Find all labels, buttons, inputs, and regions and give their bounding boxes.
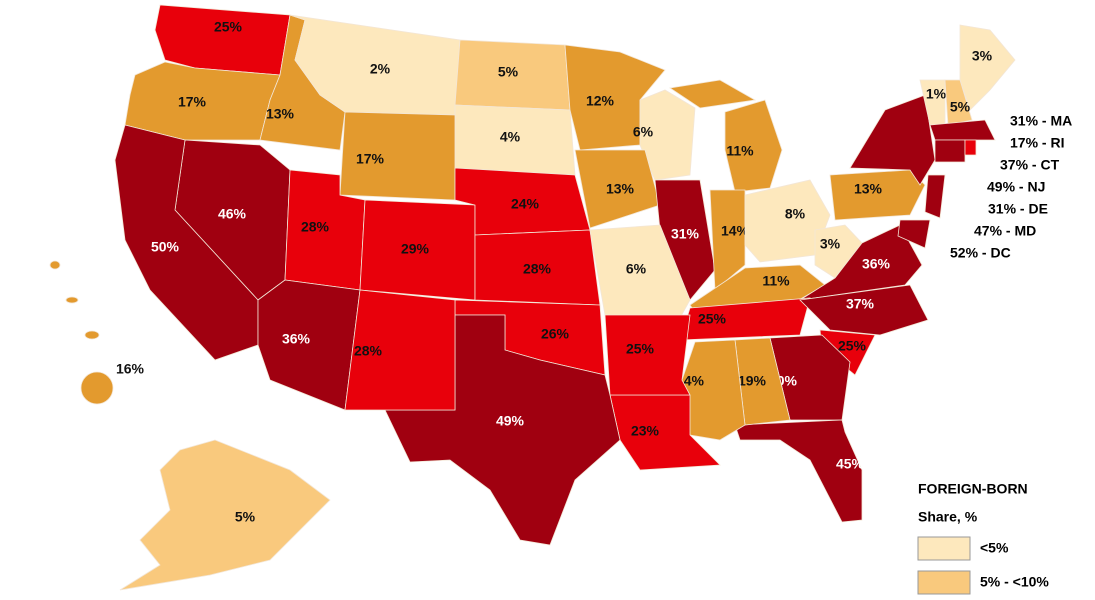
legend-swatch xyxy=(917,570,971,595)
region-label: 36% xyxy=(862,256,891,272)
region-label: 28% xyxy=(301,219,330,235)
region xyxy=(589,224,691,319)
region-label: 31% xyxy=(671,226,700,242)
callout-label: 17% - RI xyxy=(1010,135,1064,151)
region-label: 2% xyxy=(370,61,391,77)
region-label: 23% xyxy=(631,423,660,439)
region-label: 24% xyxy=(511,196,540,212)
region xyxy=(944,79,973,126)
region xyxy=(80,371,114,405)
region-label: 12% xyxy=(586,93,615,109)
callout-label: 52% - DC xyxy=(950,245,1011,261)
region xyxy=(829,169,926,221)
region-label: 46% xyxy=(218,206,247,222)
region xyxy=(724,99,783,193)
region xyxy=(681,339,746,441)
region-label: 5% xyxy=(950,99,971,115)
region-label: 3% xyxy=(820,236,841,252)
region xyxy=(897,219,931,249)
callout-label: 31% - DE xyxy=(988,201,1048,217)
region-label: 19% xyxy=(738,373,767,389)
region xyxy=(799,284,929,336)
region-label: 29% xyxy=(401,241,430,257)
region xyxy=(639,89,696,181)
region xyxy=(65,296,79,304)
region-label: 25% xyxy=(214,19,243,35)
region-label: 5% xyxy=(498,64,519,80)
region-label: 25% xyxy=(626,341,655,357)
region xyxy=(84,330,100,340)
region-label: 26% xyxy=(541,326,570,342)
region xyxy=(929,119,996,141)
region-label: 6% xyxy=(633,124,654,140)
region-label: 28% xyxy=(523,261,552,277)
region-label: 37% xyxy=(846,296,875,312)
legend-subtitle: Share, % xyxy=(918,509,978,525)
region-label: 45% xyxy=(836,456,865,472)
region-label: 50% xyxy=(151,239,180,255)
region xyxy=(604,314,691,396)
region xyxy=(654,179,716,301)
region-label: 13% xyxy=(266,106,295,122)
region-label: 16% xyxy=(116,361,145,377)
region-label: 6% xyxy=(626,261,647,277)
region-label: 5% xyxy=(235,509,256,525)
region-label: 13% xyxy=(606,181,635,197)
callout-label: 47% - MD xyxy=(974,223,1036,239)
region xyxy=(964,139,977,156)
region xyxy=(344,289,456,411)
callout-label: 49% - NJ xyxy=(987,179,1045,195)
region xyxy=(934,139,966,163)
region-label: 8% xyxy=(785,206,806,222)
region-label: 25% xyxy=(698,311,727,327)
region-label: 49% xyxy=(496,413,525,429)
region xyxy=(924,174,946,219)
region xyxy=(384,314,621,546)
legend-title: FOREIGN-BORN xyxy=(918,481,1028,497)
region-label: 17% xyxy=(178,94,207,110)
region xyxy=(959,24,1016,111)
region-label: 28% xyxy=(354,343,383,359)
legend-label: 5% - <10% xyxy=(980,574,1049,590)
legend-label: <5% xyxy=(980,540,1009,556)
region-label: 36% xyxy=(282,331,311,347)
region-label: 14% xyxy=(721,223,750,239)
region-label: 25% xyxy=(838,338,867,354)
callout-label: 31% - MA xyxy=(1010,113,1072,129)
region xyxy=(49,260,61,270)
region-label: 13% xyxy=(854,181,883,197)
region-label: 17% xyxy=(356,151,385,167)
region-label: 11% xyxy=(726,143,754,159)
region xyxy=(668,79,757,109)
region xyxy=(119,439,331,591)
region-label: 3% xyxy=(972,48,993,64)
region xyxy=(114,124,259,361)
legend-swatch xyxy=(917,536,971,561)
callout-label: 37% - CT xyxy=(1000,157,1060,173)
region xyxy=(709,189,746,291)
region-label: 1% xyxy=(926,86,947,102)
region-label: 4% xyxy=(500,129,521,145)
region xyxy=(734,419,863,523)
region-label: 11% xyxy=(762,273,790,289)
